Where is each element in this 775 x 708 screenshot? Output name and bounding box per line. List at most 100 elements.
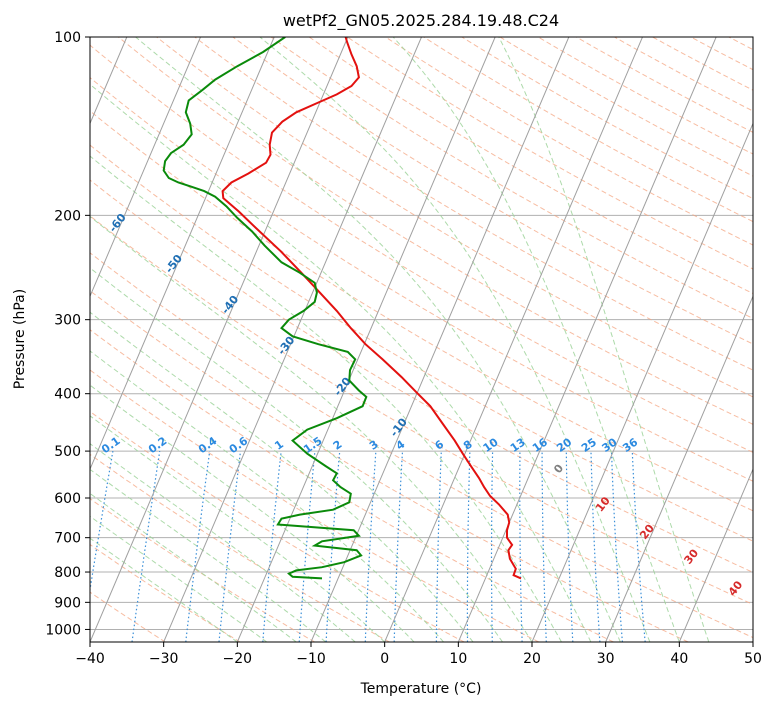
background-lines	[90, 37, 775, 642]
x-tick-label: 20	[523, 651, 541, 667]
moist-adiabat-line	[90, 155, 562, 642]
dry-adiabat-line	[90, 453, 390, 642]
x-tick-label: 10	[449, 651, 467, 667]
mixing-ratio-label: 0.6	[227, 434, 251, 456]
isotherm-line	[531, 122, 753, 642]
mixing-ratio-label: 8	[461, 438, 475, 453]
dry-adiabat-line	[728, 37, 753, 51]
x-tick-label: 30	[597, 651, 615, 667]
moist-adiabat-line	[90, 537, 238, 642]
moist-adiabat-label: 20	[637, 522, 657, 542]
mixing-ratio-line	[590, 451, 601, 642]
dry-adiabat-line	[90, 144, 753, 542]
x-tick-label: −40	[75, 651, 105, 667]
dry-adiabat-line	[90, 543, 241, 642]
mixing-ratio-label: 16	[530, 435, 550, 455]
isotherm-label: -80	[0, 129, 17, 153]
isotherm-line	[90, 37, 201, 298]
moist-adiabat-label: 30	[682, 546, 702, 566]
mixing-ratio-line	[298, 451, 316, 642]
isotherm-line	[90, 37, 275, 471]
y-axis: 100 200 300 400 500 600 700 800 900 1000	[45, 30, 90, 638]
dry-adiabat-line	[90, 77, 753, 482]
mixing-ratio-line	[631, 451, 646, 642]
mixing-ratio-line	[90, 450, 114, 594]
mixing-ratio-label: 2	[331, 438, 345, 453]
isotherm-label: -60	[106, 211, 129, 235]
moist-adiabat-line	[90, 350, 444, 642]
mixing-ratio-label: 3	[367, 438, 381, 453]
x-tick-label: 50	[744, 651, 762, 667]
dry-adiabat-line	[90, 290, 689, 642]
dry-adiabat-line	[156, 37, 753, 398]
dewpoint-profile-line	[162, 37, 368, 580]
mixing-ratio-line	[565, 451, 574, 642]
dry-adiabat-line	[308, 37, 753, 295]
dry-adiabat-line	[90, 329, 614, 642]
y-tick-label: 800	[54, 565, 81, 581]
dry-adiabat-line	[90, 215, 753, 606]
moist-adiabat-line	[135, 37, 621, 642]
isotherm-label: -50	[163, 252, 186, 276]
mixing-ratio-line	[519, 451, 523, 642]
y-tick-label: 100	[54, 30, 81, 46]
y-tick-label: 200	[54, 208, 81, 224]
mixing-ratio-line	[364, 451, 377, 642]
isotherm-label: -70	[50, 170, 73, 194]
dry-adiabat-line	[90, 498, 315, 642]
x-axis: −40 −30 −20 −10 0 10 20 30 40 50	[75, 642, 762, 667]
y-tick-label: 400	[54, 387, 81, 403]
x-axis-label: Temperature (°C)	[360, 681, 482, 697]
isotherm-line	[457, 37, 717, 642]
dry-adiabat-line	[652, 37, 753, 91]
mixing-ratio-label: 6	[432, 438, 446, 453]
dry-adiabat-line	[576, 37, 753, 133]
dry-adiabat-line	[767, 37, 775, 642]
y-axis-label: Pressure (hPa)	[12, 289, 28, 389]
dry-adiabat-line	[90, 110, 753, 512]
y-tick-label: 700	[54, 531, 81, 547]
mixing-ratio-label: 30	[599, 435, 619, 455]
isotherm-line	[605, 295, 753, 642]
dry-adiabat-line	[90, 179, 753, 573]
x-tick-label: −30	[149, 651, 179, 667]
x-tick-label: 0	[380, 651, 389, 667]
moist-adiabat-label: 40	[726, 578, 746, 598]
y-tick-label: 500	[54, 444, 81, 460]
moist-adiabat-line	[90, 443, 356, 642]
isotherm-line	[384, 37, 643, 642]
isotherm-line	[752, 640, 753, 642]
y-tick-label: 1000	[45, 622, 81, 638]
moist-adiabat-line	[259, 37, 651, 642]
mixing-ratio-line	[393, 451, 404, 642]
mixing-ratio-label: 0.2	[146, 434, 169, 456]
dry-adiabat-line	[90, 591, 166, 642]
mixing-ratio-line	[185, 451, 211, 642]
dry-adiabat-line	[385, 37, 753, 246]
x-tick-label: −20	[223, 651, 253, 667]
isotherm-line	[678, 467, 753, 642]
plot-frame	[89, 36, 754, 643]
mixing-ratio-label: 36	[620, 435, 640, 455]
dry-adiabat-line	[537, 37, 753, 155]
temperature-profile-line	[221, 37, 522, 580]
y-tick-label: 600	[54, 491, 81, 507]
x-tick-label: 40	[670, 651, 688, 667]
mixing-ratio-label: 4	[394, 438, 408, 453]
moist-adiabat-line	[392, 37, 680, 642]
dry-adiabat-line	[423, 37, 753, 223]
dry-adiabat-line	[118, 37, 753, 425]
isotherm-line	[236, 37, 496, 642]
dry-adiabat-line	[90, 252, 753, 639]
moist-adiabat-line	[90, 311, 474, 642]
chart-title: wetPf2_GN05.2025.284.19.48.C24	[283, 11, 559, 31]
moist-adiabat-line	[90, 492, 297, 642]
isotherm-line	[163, 37, 422, 642]
mixing-ratio-label: 25	[579, 436, 599, 455]
mixing-ratio-line	[262, 451, 282, 642]
dry-adiabat-line	[270, 37, 753, 320]
moist-adiabat-line	[90, 83, 592, 642]
moist-adiabat-line	[90, 468, 327, 642]
dry-adiabat-line	[90, 410, 465, 642]
isotherm-label: -40	[219, 293, 242, 317]
